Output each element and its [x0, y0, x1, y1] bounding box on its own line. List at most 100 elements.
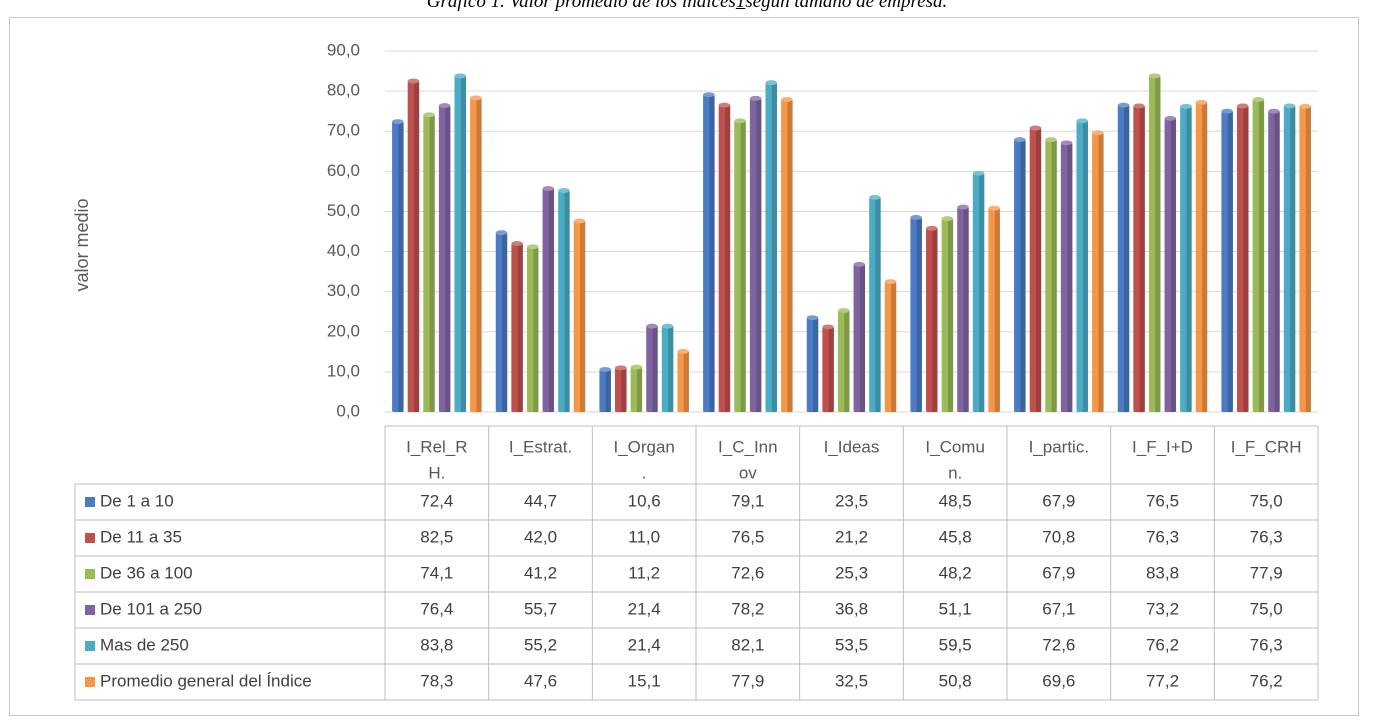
bar: [1117, 102, 1130, 413]
bar: [1268, 108, 1280, 413]
x-tick-label: I_partic.: [1029, 437, 1089, 456]
bar: [1045, 137, 1057, 412]
bar: [677, 349, 689, 412]
data-label: 76,3: [1146, 527, 1179, 546]
data-label: 59,5: [939, 635, 972, 654]
data-label: 82,1: [731, 635, 764, 654]
data-label: 78,3: [420, 671, 453, 690]
bar: [630, 364, 643, 412]
data-label: 69,6: [1042, 671, 1075, 690]
data-label: 77,9: [1250, 563, 1283, 582]
bar: [573, 218, 586, 412]
x-tick-label: I_Ideas: [824, 437, 880, 456]
data-label: 42,0: [524, 527, 557, 546]
legend-swatch: [85, 641, 95, 651]
bar: [806, 315, 819, 412]
bar: [884, 279, 897, 412]
bar: [646, 323, 658, 412]
data-label: 76,3: [1250, 527, 1283, 546]
caption-suffix: según tamaño de empresa.: [745, 0, 948, 12]
bar: [1221, 108, 1233, 413]
data-label: 73,2: [1146, 599, 1179, 618]
data-label: 25,3: [835, 563, 868, 582]
data-label: 72,4: [420, 491, 453, 510]
data-label: 82,5: [420, 527, 453, 546]
bar: [661, 323, 674, 412]
data-label: 21,2: [835, 527, 868, 546]
legend-swatch: [85, 497, 95, 507]
data-label: 36,8: [835, 599, 868, 618]
y-tick-label: 50,0: [327, 201, 360, 220]
bar: [822, 324, 834, 412]
data-label: 78,2: [731, 599, 764, 618]
data-label: 74,1: [420, 563, 453, 582]
bar: [837, 308, 850, 412]
x-tick-label: I_Rel_R: [406, 437, 467, 456]
bar: [423, 112, 435, 412]
data-label: 55,7: [524, 599, 557, 618]
x-tick-label: I_F_I+D: [1132, 437, 1193, 456]
legend-swatch: [85, 533, 95, 543]
caption-prefix: Gráfico 1. Valor promedio de los índices: [426, 0, 736, 12]
bar: [734, 118, 746, 412]
data-label: 50,8: [939, 671, 972, 690]
data-label: 76,2: [1250, 671, 1283, 690]
data-label: 21,4: [628, 635, 661, 654]
bar: [438, 103, 451, 412]
data-label: 53,5: [835, 635, 868, 654]
bar: [718, 102, 731, 413]
y-axis-label: valor medio: [72, 198, 92, 291]
y-tick-label: 0,0: [336, 401, 360, 420]
bar: [1092, 130, 1104, 412]
data-label: 10,6: [628, 491, 661, 510]
y-tick-label: 60,0: [327, 161, 360, 180]
gridlines: [385, 50, 1318, 413]
bar: [781, 97, 793, 412]
bar: [1133, 103, 1145, 413]
data-label: 76,3: [1250, 635, 1283, 654]
data-label: 70,8: [1042, 527, 1075, 546]
bar: [1237, 103, 1249, 413]
legend-entry: Promedio general del Índice: [100, 671, 312, 690]
data-label: 11,2: [628, 563, 660, 582]
x-tick-label: n.: [948, 463, 962, 482]
x-tick-label: ov: [739, 463, 757, 482]
legend-entry: Mas de 250: [100, 635, 189, 654]
data-label: 23,5: [835, 491, 868, 510]
data-label: 79,1: [731, 491, 764, 510]
bar: [926, 225, 938, 412]
bars: [392, 73, 1311, 413]
bar: [703, 92, 715, 413]
data-label: 83,8: [1146, 563, 1179, 582]
data-label: 55,2: [524, 635, 557, 654]
bar: [1014, 137, 1026, 412]
bar: [853, 261, 866, 412]
bar: [1180, 103, 1192, 412]
bar: [542, 186, 555, 412]
bar: [1076, 118, 1088, 412]
data-label: 15,1: [628, 671, 661, 690]
y-tick-label: 70,0: [327, 121, 360, 140]
bar: [957, 204, 969, 412]
data-label: 72,6: [731, 563, 764, 582]
bar: [765, 80, 777, 412]
data-label: 45,8: [939, 527, 972, 546]
data-label: 75,0: [1250, 491, 1283, 510]
legend-entry: De 1 a 10: [100, 491, 174, 510]
y-tick-label: 40,0: [327, 241, 360, 260]
legend-entry: De 36 a 100: [100, 563, 193, 582]
bar: [599, 367, 611, 412]
bar: [941, 216, 954, 412]
bar: [454, 73, 466, 412]
bar: [1283, 103, 1296, 413]
data-label: 67,9: [1042, 491, 1075, 510]
data-label: 77,9: [731, 671, 764, 690]
data-label: 67,1: [1042, 599, 1075, 618]
x-tick-label: I_F_CRH: [1231, 437, 1302, 456]
data-label: 48,5: [939, 491, 972, 510]
y-tick-label: 30,0: [327, 281, 360, 300]
bar: [470, 95, 482, 413]
bar: [988, 205, 1000, 412]
